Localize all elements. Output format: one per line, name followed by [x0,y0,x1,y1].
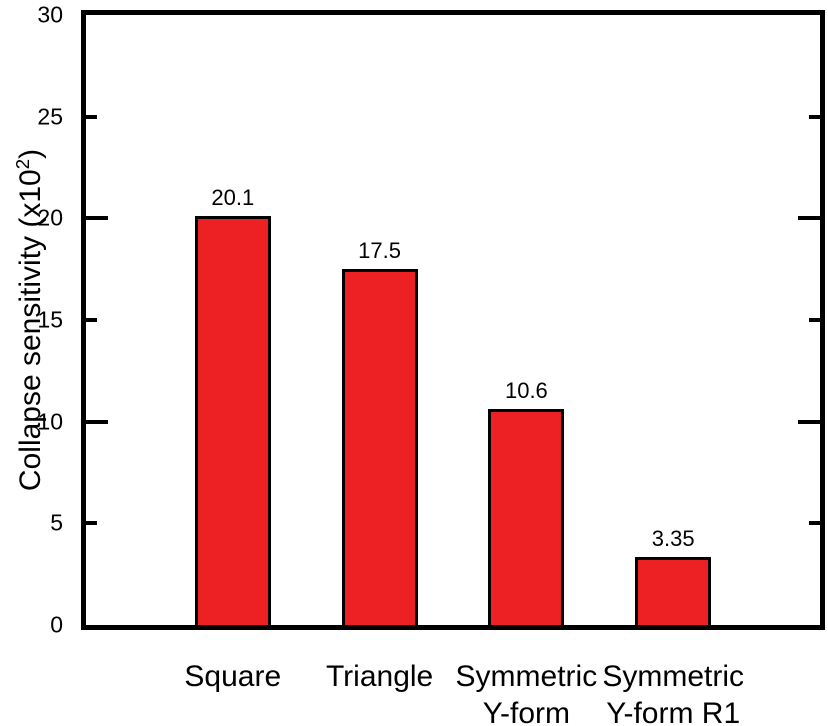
y-tick-mark-left [86,318,97,322]
bar-1 [194,216,271,625]
x-category-label: Symmetric Y-form [455,660,598,726]
bar-2 [341,269,418,625]
y-tick-label: 0 [50,611,63,638]
y-tick-label: 20 [37,204,63,231]
y-tick-mark-right [809,521,820,526]
y-tick-label: 30 [37,1,63,28]
x-category-label: Triangle [325,660,434,693]
y-tick-mark-right [798,419,820,424]
bar-value-label: 3.35 [651,525,695,551]
y-tick-mark-right [809,114,820,119]
y-axis-tick-labels: 30 25 20 15 10 5 0 [0,3,63,636]
y-tick-mark-left [86,114,97,119]
bar-4 [635,556,712,625]
y-tick-mark-right [809,318,820,322]
y-tick-label: 15 [37,306,63,333]
bar-value-label: 17.5 [358,238,402,264]
y-tick-mark-left [86,216,108,221]
x-category-label: Symmetric Y-form R1 [602,660,745,726]
y-tick-mark-right [798,216,820,221]
plot-area: 20.1 17.5 10.6 3.35 [81,10,825,630]
y-tick-label: 25 [37,103,63,130]
x-category-label: Square [184,660,282,693]
y-tick-mark-left [86,419,108,424]
y-tick-mark-left [86,521,97,526]
bar-value-label: 20.1 [211,185,255,211]
y-tick-label: 10 [37,408,63,435]
bar-3 [488,409,565,625]
plot-inner: 20.1 17.5 10.6 3.35 [86,15,820,625]
bar-value-label: 10.6 [504,378,548,404]
y-tick-label: 5 [50,509,63,536]
x-axis-category-labels: Square Triangle Symmetric Y-form Symmetric … [86,659,820,726]
